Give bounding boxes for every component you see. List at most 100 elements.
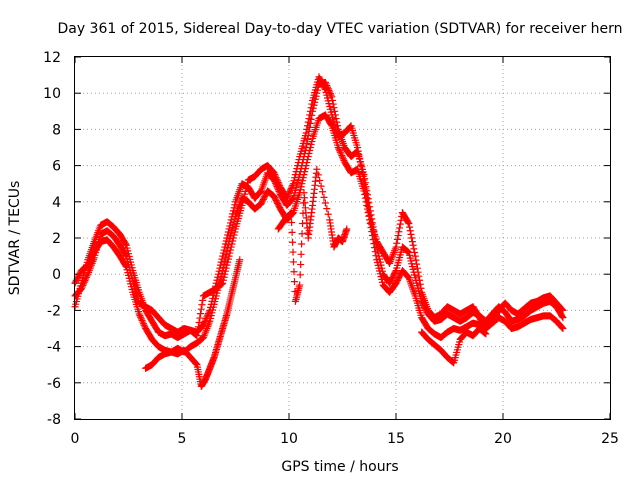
data-point: [336, 148, 344, 156]
data-point: [361, 181, 369, 189]
data-point: [323, 205, 331, 213]
data-point: [290, 268, 298, 276]
grid: [75, 57, 610, 419]
data-point: [80, 278, 88, 286]
data-point: [353, 144, 361, 151]
data-point: [82, 275, 90, 283]
data-point: [306, 111, 314, 119]
data-point: [136, 312, 144, 320]
data-point: [135, 310, 143, 318]
data-point: [287, 209, 295, 217]
data-point: [304, 122, 312, 130]
data-point: [416, 280, 424, 288]
data-point: [270, 169, 278, 177]
data-point: [331, 107, 339, 115]
data-point: [356, 154, 364, 162]
data-point: [218, 280, 226, 288]
y-tick-label: 6: [52, 159, 61, 175]
data-point: [415, 272, 423, 280]
data-point: [297, 250, 305, 258]
data-point: [317, 182, 325, 190]
data-point: [140, 321, 148, 329]
data-point: [396, 224, 404, 232]
data-point: [364, 203, 372, 211]
data-point: [414, 268, 422, 276]
y-tick-label: 12: [43, 50, 61, 66]
data-point: [290, 278, 298, 286]
data-point: [229, 234, 237, 242]
data-point: [296, 281, 304, 289]
data-point: [319, 188, 327, 196]
data-point: [363, 194, 371, 202]
data-point: [408, 238, 416, 246]
data-point: [416, 276, 424, 284]
y-tick-label: 8: [52, 122, 61, 138]
data-point: [221, 270, 229, 278]
data-point: [296, 186, 304, 194]
data-point: [289, 248, 297, 256]
x-tick-label: 5: [178, 431, 187, 447]
data-point: [288, 228, 296, 236]
data-point: [361, 185, 369, 193]
data-point: [220, 273, 228, 281]
data-point: [326, 90, 334, 98]
data-point: [393, 239, 401, 247]
data-point: [320, 193, 328, 201]
data-point: [403, 247, 411, 255]
data-point: [410, 245, 418, 253]
data-point: [302, 162, 310, 170]
data-point: [192, 360, 200, 368]
data-point: [355, 151, 363, 159]
data-point: [308, 137, 316, 145]
y-tick-label: 4: [52, 195, 61, 211]
data-point: [82, 273, 90, 281]
y-tick-label: -2: [47, 303, 61, 319]
data-point: [122, 251, 130, 259]
data-point: [298, 230, 306, 238]
data-point: [285, 189, 293, 197]
data-point: [196, 314, 204, 322]
data-point: [286, 188, 294, 196]
plot-area: [71, 73, 567, 390]
data-point: [192, 331, 200, 339]
data-point: [231, 201, 239, 209]
data-point: [304, 156, 312, 164]
data-point: [356, 158, 364, 166]
data-point: [346, 123, 354, 131]
data-point: [195, 318, 203, 326]
data-point: [79, 281, 87, 289]
data-point: [559, 314, 567, 322]
data-point: [231, 228, 239, 236]
data-point: [227, 246, 235, 254]
y-tick-label: -6: [47, 376, 61, 392]
data-point: [392, 243, 400, 251]
data-point: [362, 189, 370, 197]
data-point: [226, 249, 234, 257]
data-point: [404, 218, 412, 226]
data-point: [271, 170, 279, 178]
data-point: [77, 285, 85, 293]
data-point: [299, 177, 307, 185]
plot-frame: [74, 56, 611, 420]
data-point: [305, 150, 313, 158]
data-point: [290, 258, 298, 266]
data-point: [296, 271, 304, 279]
data-point: [396, 220, 404, 228]
data-point: [404, 248, 412, 256]
data-point: [300, 171, 308, 179]
data-point: [306, 144, 314, 151]
data-point: [363, 198, 371, 206]
data-point: [284, 191, 292, 199]
data-point: [288, 183, 296, 191]
data-point: [137, 315, 145, 323]
data-point: [412, 256, 420, 264]
data-point: [203, 313, 211, 321]
x-tick-label: 15: [387, 431, 405, 447]
data-point: [197, 310, 205, 318]
data-point: [303, 159, 311, 167]
data-point: [306, 107, 314, 115]
data-point: [335, 145, 343, 153]
data-point: [256, 189, 264, 197]
data-point: [408, 234, 416, 242]
x-tick-label: 0: [71, 431, 80, 447]
